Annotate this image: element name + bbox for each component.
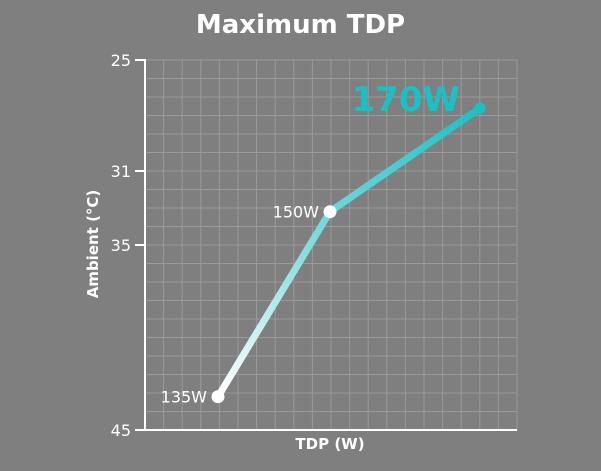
x-axis-label: TDP (W)	[295, 435, 364, 453]
series-line	[214, 104, 484, 401]
y-tick-label: 25	[111, 51, 131, 70]
data-label: 135W	[161, 388, 208, 407]
data-point	[211, 390, 225, 404]
y-tick-label: 35	[111, 236, 131, 255]
y-ticks: 25 31 35 45	[111, 51, 145, 440]
y-tick-label: 45	[111, 421, 131, 440]
chart-title: Maximum TDP	[195, 10, 406, 40]
y-tick-label: 31	[111, 162, 131, 181]
series: 135W 150W 170W	[161, 80, 486, 407]
data-point	[474, 102, 486, 114]
data-point	[323, 205, 337, 219]
data-label-highlight: 170W	[352, 80, 460, 120]
data-label: 150W	[273, 203, 320, 222]
y-axis-label: Ambient (°C)	[84, 190, 102, 299]
grid	[144, 59, 518, 431]
